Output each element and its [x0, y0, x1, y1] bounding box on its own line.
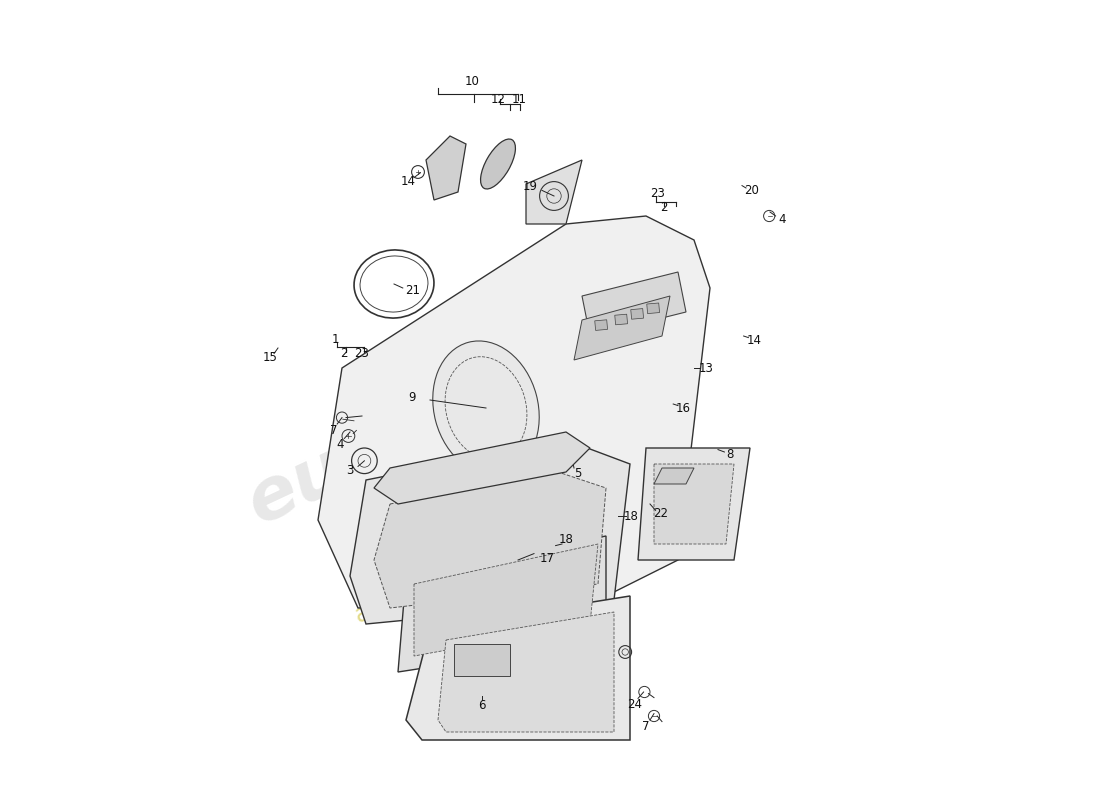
Bar [454, 644, 510, 676]
Ellipse shape [481, 139, 516, 189]
Polygon shape [526, 160, 582, 224]
Text: 15: 15 [263, 351, 277, 364]
Ellipse shape [432, 341, 539, 475]
Polygon shape [654, 464, 734, 544]
Bar [647, 303, 660, 314]
Text: 5: 5 [574, 467, 582, 480]
Text: 23: 23 [354, 347, 370, 360]
Polygon shape [374, 432, 590, 504]
Text: 21: 21 [405, 284, 420, 297]
Text: euroParts: euroParts [236, 309, 624, 539]
Bar [615, 314, 628, 325]
Text: 7: 7 [330, 424, 338, 437]
Text: 4: 4 [337, 438, 344, 451]
Text: 12: 12 [491, 93, 506, 106]
Text: 18: 18 [624, 510, 638, 522]
Text: 10: 10 [465, 75, 480, 88]
Polygon shape [438, 612, 614, 732]
Text: 6: 6 [478, 699, 486, 712]
Polygon shape [426, 136, 466, 200]
Text: 4: 4 [779, 213, 785, 226]
Polygon shape [374, 472, 606, 608]
Bar [595, 320, 607, 330]
Text: 9: 9 [409, 391, 416, 404]
Text: 14: 14 [747, 334, 761, 346]
Text: 7: 7 [642, 720, 650, 733]
Text: 8: 8 [726, 448, 734, 461]
Polygon shape [318, 216, 710, 608]
Text: 14: 14 [400, 175, 416, 188]
Text: 17: 17 [540, 552, 556, 565]
Bar [630, 309, 644, 319]
Text: 16: 16 [676, 402, 691, 414]
Text: 11: 11 [513, 93, 527, 106]
Text: 19: 19 [522, 180, 538, 193]
Text: 23: 23 [650, 187, 666, 200]
Polygon shape [654, 468, 694, 484]
Text: 3: 3 [346, 464, 354, 477]
Polygon shape [582, 272, 686, 336]
Polygon shape [406, 596, 630, 740]
Text: 18: 18 [559, 533, 573, 546]
Text: 2: 2 [660, 201, 668, 214]
Polygon shape [638, 448, 750, 560]
Text: a passion for parts since 1985: a passion for parts since 1985 [352, 476, 716, 628]
Text: 1: 1 [332, 333, 339, 346]
Text: 24: 24 [627, 698, 642, 710]
Polygon shape [350, 440, 630, 624]
Text: 13: 13 [698, 362, 714, 374]
Polygon shape [414, 544, 598, 656]
Text: 2: 2 [340, 347, 348, 360]
Text: 22: 22 [653, 507, 668, 520]
Polygon shape [574, 296, 670, 360]
Polygon shape [398, 536, 606, 672]
Text: 20: 20 [745, 184, 759, 197]
